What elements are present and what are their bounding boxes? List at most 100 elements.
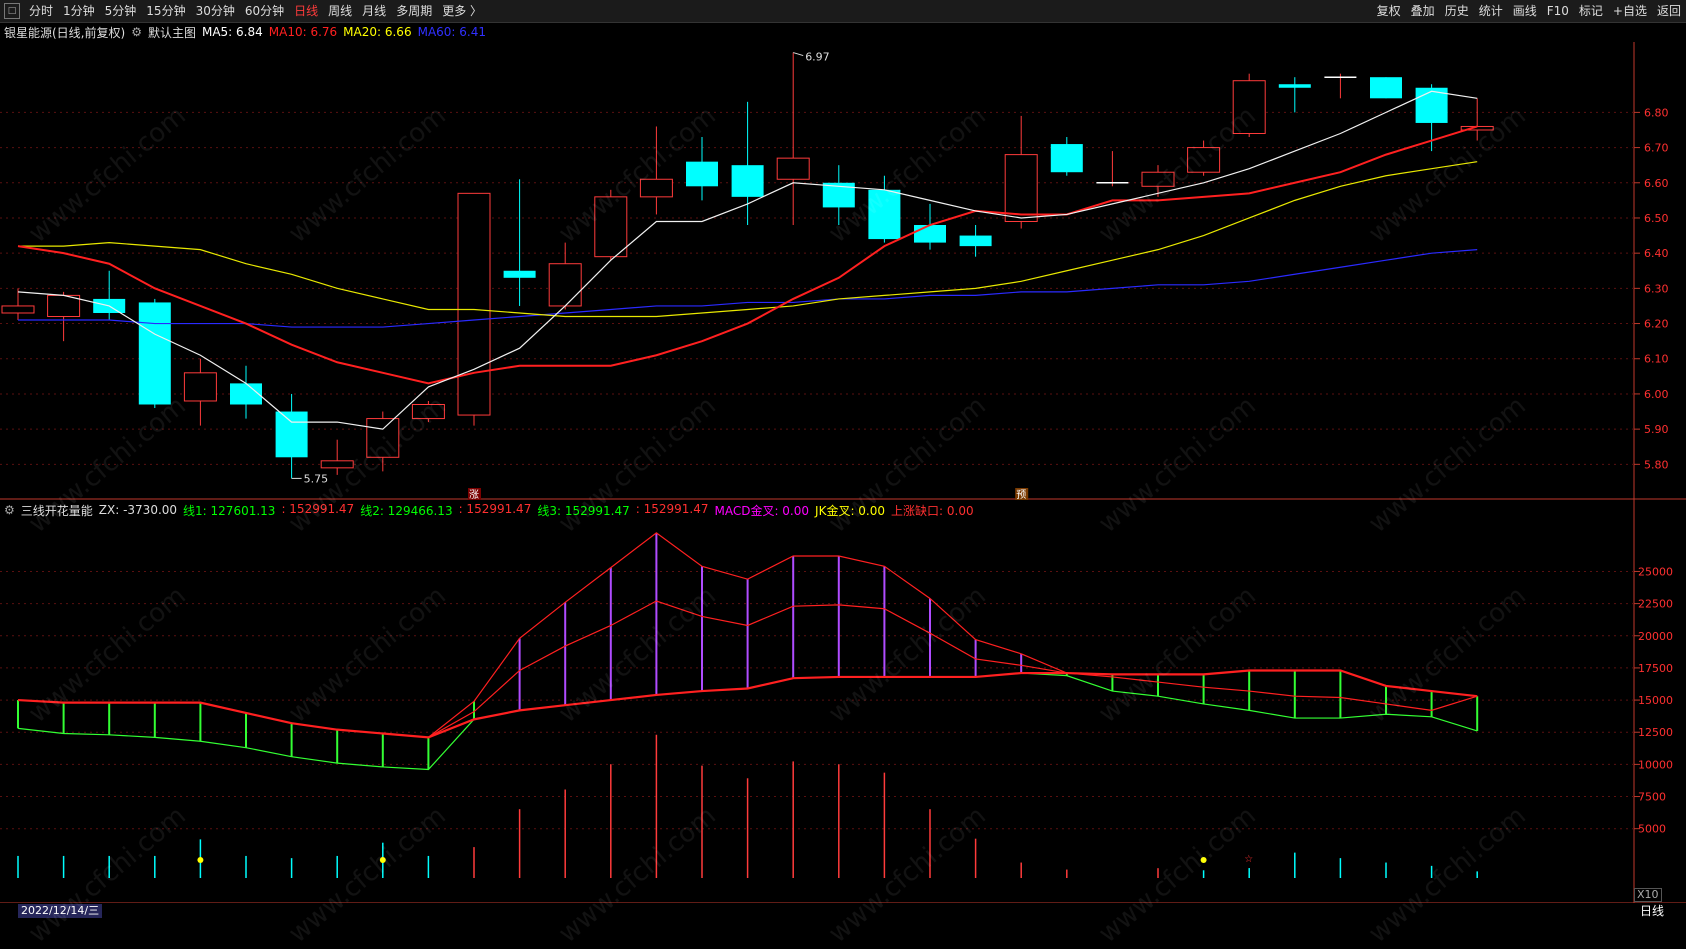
toolbar-right-buttons: 复权 叠加 历史 统计 画线 F10 标记 +自选 返回 xyxy=(1372,0,1686,22)
period-tab-0[interactable]: 分时 xyxy=(29,4,54,18)
high-pointer xyxy=(793,52,804,57)
price-axis-label: 6.00 xyxy=(1644,388,1669,401)
indicator-value-6: MACD金叉: 0.00 xyxy=(714,503,810,518)
indicator-values: 线1: 127601.13 : 152991.47 线2: 129466.13 : 1… xyxy=(183,502,980,519)
candle-body xyxy=(959,235,992,247)
toolbar-button-8[interactable]: 返回 xyxy=(1656,4,1681,18)
menu-corner-icon[interactable]: □ xyxy=(4,3,20,19)
candle-body xyxy=(868,189,901,240)
candle-body xyxy=(503,270,536,278)
zoom-badge[interactable]: X10 xyxy=(1634,888,1662,902)
settings-icon[interactable]: ⚙ xyxy=(4,503,15,517)
indicator-axis-label: 5000 xyxy=(1638,823,1666,836)
toolbar-button-5[interactable]: F10 xyxy=(1546,4,1569,18)
candle-body xyxy=(1,305,35,314)
toolbar-button-0[interactable]: 复权 xyxy=(1376,4,1401,18)
price-axis-label: 5.80 xyxy=(1644,458,1669,471)
indicator-axis-label: 17500 xyxy=(1638,662,1673,675)
candle-body xyxy=(366,418,400,458)
indicator-envelope xyxy=(17,669,1478,739)
indicator-axis-label: 15000 xyxy=(1638,694,1673,707)
candle-body xyxy=(686,161,718,187)
period-tabs: 分时 1分钟 5分钟 15分钟 30分钟 60分钟 日线 周线 月线 多周期 更多 〉 xyxy=(24,0,487,22)
period-tab-3[interactable]: 15分钟 xyxy=(146,4,186,18)
indicator-axis-label: 25000 xyxy=(1638,565,1673,578)
toolbar-button-4[interactable]: 画线 xyxy=(1512,4,1537,18)
candle-body xyxy=(138,302,171,405)
period-tab-2[interactable]: 5分钟 xyxy=(104,4,137,18)
indicator-axis-label: 12500 xyxy=(1638,726,1673,739)
toolbar-button-2[interactable]: 历史 xyxy=(1444,4,1469,18)
toolbar-button-3[interactable]: 统计 xyxy=(1478,4,1503,18)
toolbar-button-1[interactable]: 叠加 xyxy=(1410,4,1435,18)
candle-body xyxy=(548,263,582,307)
price-axis-label: 6.20 xyxy=(1644,318,1669,331)
period-tab-6[interactable]: 日线 xyxy=(294,4,319,18)
candle-body xyxy=(914,225,946,243)
period-tab-5[interactable]: 60分钟 xyxy=(244,4,285,18)
status-bar xyxy=(0,903,1686,919)
top-toolbar: □ 分时 1分钟 5分钟 15分钟 30分钟 60分钟 日线 周线 月线 多周期 更多 〉 复权 叠加… xyxy=(0,0,1686,23)
candle-body xyxy=(776,157,810,180)
price-axis-label: 6.10 xyxy=(1644,353,1669,366)
candle-body xyxy=(1004,154,1038,222)
indicator-value-2: 线2: 129466.13 xyxy=(360,503,453,518)
price-axis-label: 5.90 xyxy=(1644,423,1669,436)
ma-label-3: MA60: 6.41 xyxy=(417,25,487,39)
candle-body xyxy=(594,196,628,258)
indicator-name[interactable]: 三线开花量能 xyxy=(20,503,93,518)
mark-zhang-bg xyxy=(468,488,481,500)
price-axis-label: 6.30 xyxy=(1644,282,1669,295)
indicator-axis-label: 10000 xyxy=(1638,758,1673,771)
price-axis-label: 6.60 xyxy=(1644,177,1669,190)
candle-body xyxy=(1278,84,1311,88)
candle-body xyxy=(183,372,217,402)
candle-body xyxy=(1232,80,1266,135)
candle-body xyxy=(1370,77,1402,99)
ma-labels: MA5: 6.84 MA10: 6.76 MA20: 6.66 MA60: 6.41 xyxy=(202,25,492,39)
candle-body xyxy=(411,403,445,420)
candle-body xyxy=(1141,171,1175,187)
candle-body xyxy=(1187,147,1221,173)
period-tab-9[interactable]: 多周期 xyxy=(396,4,433,18)
candle-body xyxy=(639,178,673,198)
signal-dot xyxy=(1200,857,1207,863)
ma60-line xyxy=(18,249,1478,328)
main-chart-info: 银星能源(日线,前复权) ⚙ 默认主图 MA5: 6.84 MA10: 6.76 M… xyxy=(0,23,1600,41)
signal-star: ☆ xyxy=(1244,854,1253,865)
period-tab-4[interactable]: 30分钟 xyxy=(195,4,235,18)
indicator-axis-label: 7500 xyxy=(1638,791,1666,804)
indicator-info: ⚙ 三线开花量能 ZX: -3730.00 线1: 127601.13 : 152… xyxy=(0,501,1600,519)
indicator-value-0: 线1: 127601.13 xyxy=(183,503,276,518)
high-annotation: 6.97 xyxy=(805,51,830,64)
indicator-value-5: : 152991.47 xyxy=(635,501,709,516)
toolbar-button-6[interactable]: 标记 xyxy=(1578,4,1603,18)
price-axis-label: 6.40 xyxy=(1644,247,1669,260)
ma5-line xyxy=(17,90,1478,430)
indicator-value-1: : 152991.47 xyxy=(281,501,355,516)
period-tab-8[interactable]: 月线 xyxy=(362,4,387,18)
candle-body xyxy=(320,460,354,469)
indicator-zx: ZX: -3730.00 xyxy=(98,503,178,517)
indicator-axis-label: 22500 xyxy=(1638,598,1673,611)
price-axis-label: 6.80 xyxy=(1644,106,1669,119)
period-tab-1[interactable]: 1分钟 xyxy=(63,4,95,18)
candle-body xyxy=(230,383,262,405)
period-tab-10[interactable]: 更多 〉 xyxy=(442,4,483,18)
status-date: 2022/12/14/三 xyxy=(18,904,103,918)
indicator-value-7: JK金叉: 0.00 xyxy=(815,503,886,518)
signal-dot xyxy=(197,857,204,863)
toolbar-button-7[interactable]: +自选 xyxy=(1612,4,1647,18)
price-axis-label: 6.50 xyxy=(1644,212,1669,225)
status-period: 日线 xyxy=(1640,904,1665,918)
chart-canvas[interactable]: 126.806.706.606.506.406.306.206.106.005.… xyxy=(0,0,1686,919)
settings-icon[interactable]: ⚙ xyxy=(131,25,142,39)
indicator-value-4: 线3: 152991.47 xyxy=(537,503,630,518)
template-label[interactable]: 默认主图 xyxy=(147,25,196,40)
indicator-value-3: : 152991.47 xyxy=(458,501,532,516)
candle-body xyxy=(275,411,308,458)
ma-label-0: MA5: 6.84 xyxy=(201,25,263,39)
period-tab-7[interactable]: 周线 xyxy=(328,4,353,18)
candle-body xyxy=(1415,87,1448,123)
ma20-line xyxy=(18,161,1478,318)
